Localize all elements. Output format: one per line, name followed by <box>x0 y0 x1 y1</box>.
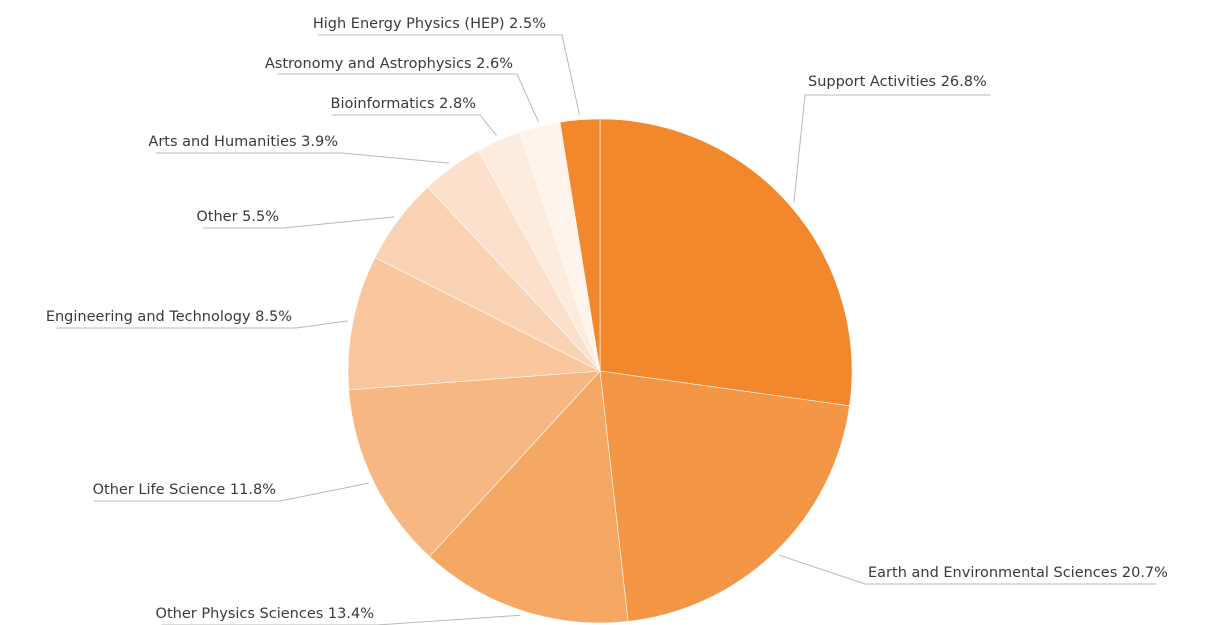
pie-slice-other-life-science <box>348 370 601 557</box>
labels-layer: Support Activities 26.8% Earth and Enviro… <box>46 16 1168 622</box>
leader-line-other-life-science <box>93 482 369 502</box>
slice-label-astronomy-and-astrophysics: Astronomy and Astrophysics 2.6% <box>265 56 513 72</box>
leader-line-engineering-and-technology <box>56 320 348 329</box>
leader-line-astronomy-and-astrophysics <box>277 73 539 122</box>
slice-label-support-activities: Support Activities 26.8% <box>808 74 987 90</box>
slice-label-bioinformatics: Bioinformatics 2.8% <box>331 96 476 112</box>
leader-line-arts-and-humanities <box>155 152 449 164</box>
pie-slice-support-activities <box>599 118 853 407</box>
leader-line-other <box>203 216 395 229</box>
slice-label-other: Other 5.5% <box>196 209 279 225</box>
slices-layer <box>347 118 853 624</box>
pie-slice-earth-and-environmental-sciences <box>599 370 850 622</box>
slice-label-other-life-science: Other Life Science 11.8% <box>93 482 276 498</box>
slice-label-arts-and-humanities: Arts and Humanities 3.9% <box>148 134 338 150</box>
leader-line-bioinformatics <box>331 114 497 137</box>
leader-line-other-physics-sciences <box>161 614 521 625</box>
slice-label-engineering-and-technology: Engineering and Technology 8.5% <box>46 309 292 325</box>
slice-label-other-physics-sciences: Other Physics Sciences 13.4% <box>156 606 374 622</box>
leader-line-support-activities <box>793 94 991 203</box>
slice-label-earth-and-environmental-sciences: Earth and Environmental Sciences 20.7% <box>868 565 1168 581</box>
slice-label-high-energy-physics-hep: High Energy Physics (HEP) 2.5% <box>313 16 546 32</box>
leader-lines-layer <box>56 34 1157 625</box>
pie-slice-high-energy-physics-hep <box>559 118 601 372</box>
pie-slice-other-physics-sciences <box>429 370 629 624</box>
leader-line-high-energy-physics-hep <box>318 34 580 115</box>
pie-slice-engineering-and-technology <box>347 257 602 391</box>
leader-line-earth-and-environmental-sciences <box>779 554 1157 585</box>
